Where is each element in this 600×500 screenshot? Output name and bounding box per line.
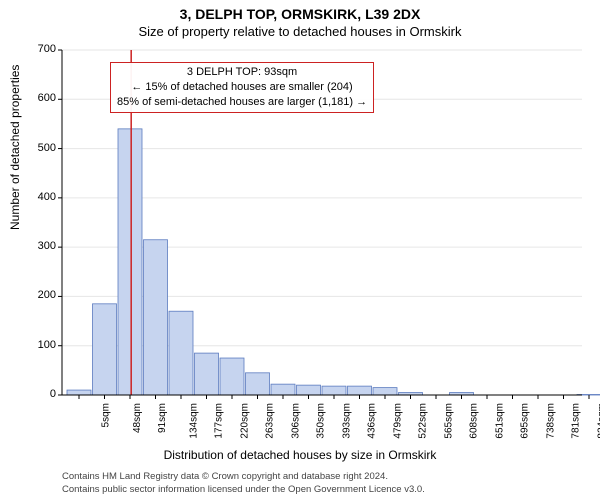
x-tick-label: 134sqm	[188, 403, 199, 439]
x-tick-label: 824sqm	[596, 403, 600, 439]
chart-title-line1: 3, DELPH TOP, ORMSKIRK, L39 2DX	[0, 0, 600, 22]
x-tick-label: 479sqm	[392, 403, 403, 439]
x-axis-label: Distribution of detached houses by size …	[0, 448, 600, 462]
x-tick-label: 393sqm	[341, 403, 352, 439]
x-tick-label: 651sqm	[494, 403, 505, 439]
callout-line2: ← 15% of detached houses are smaller (20…	[117, 80, 367, 95]
x-tick-label: 522sqm	[418, 403, 429, 439]
x-tick-label: 177sqm	[214, 403, 225, 439]
callout-line3: 85% of semi-detached houses are larger (…	[117, 95, 367, 110]
attribution: Contains HM Land Registry data © Crown c…	[62, 471, 425, 496]
x-tick-label: 5sqm	[100, 403, 111, 427]
x-tick-label: 220sqm	[239, 403, 250, 439]
x-tick-label: 608sqm	[469, 403, 480, 439]
y-tick-label: 500	[16, 142, 56, 154]
callout-line1: 3 DELPH TOP: 93sqm	[117, 65, 367, 80]
attribution-line1: Contains HM Land Registry data © Crown c…	[62, 471, 425, 483]
x-tick-label: 263sqm	[265, 403, 276, 439]
y-tick-label: 0	[16, 388, 56, 400]
x-tick-label: 565sqm	[443, 403, 454, 439]
y-tick-label: 700	[16, 43, 56, 55]
x-tick-label: 306sqm	[290, 403, 301, 439]
attribution-line2: Contains public sector information licen…	[62, 484, 425, 496]
y-tick-label: 600	[16, 92, 56, 104]
x-tick-label: 48sqm	[132, 403, 143, 433]
x-tick-label: 436sqm	[367, 403, 378, 439]
y-tick-label: 200	[16, 289, 56, 301]
x-tick-label: 350sqm	[316, 403, 327, 439]
y-tick-label: 300	[16, 240, 56, 252]
x-tick-label: 781sqm	[571, 403, 582, 439]
x-tick-label: 91sqm	[157, 403, 168, 433]
x-tick-label: 695sqm	[520, 403, 531, 439]
chart-title-line2: Size of property relative to detached ho…	[0, 22, 600, 39]
x-tick-label: 738sqm	[545, 403, 556, 439]
callout-box: 3 DELPH TOP: 93sqm ← 15% of detached hou…	[110, 62, 374, 113]
y-tick-label: 400	[16, 191, 56, 203]
y-tick-label: 100	[16, 339, 56, 351]
